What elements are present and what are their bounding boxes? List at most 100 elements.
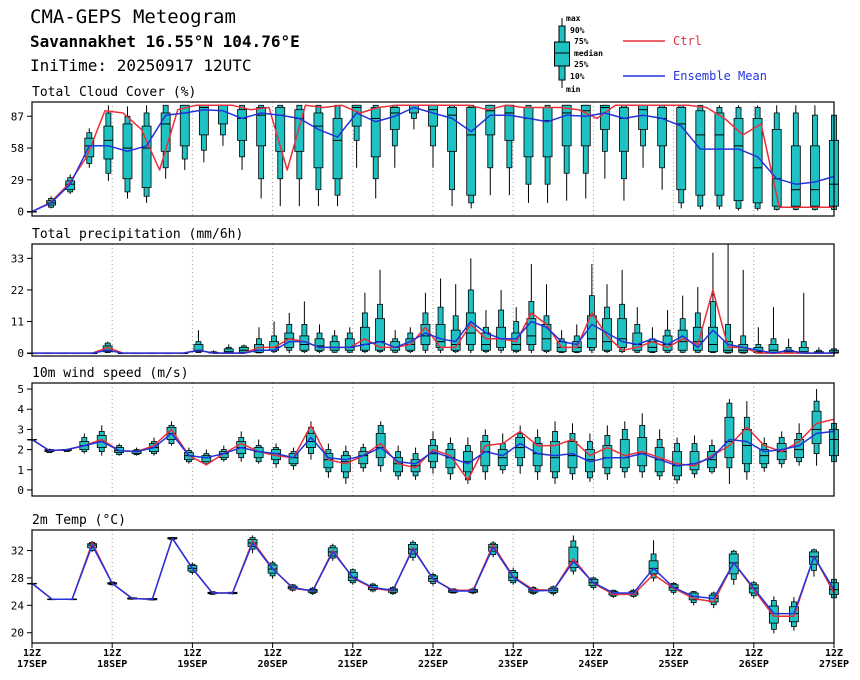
time-tick-date: 17SEP — [17, 659, 47, 670]
box — [523, 104, 534, 203]
init-time: IniTime: 20250917 12UTC — [30, 56, 252, 75]
ensemble-mean-line — [31, 537, 835, 615]
box-p25-p75 — [141, 125, 152, 188]
box-p25-p75 — [329, 341, 340, 351]
box-p25-p75 — [580, 104, 591, 147]
box-p25-p75 — [617, 318, 628, 348]
y-tick-label: 0 — [17, 206, 24, 219]
box-p25-p75 — [179, 104, 190, 147]
box — [370, 104, 381, 199]
box — [768, 307, 779, 354]
box-p25-p75 — [708, 326, 718, 353]
box — [329, 330, 340, 354]
box — [733, 105, 744, 211]
box — [223, 344, 234, 354]
panel-2: 10m wind speed (m/s) 0 1 2 3 4 5 — [17, 366, 839, 497]
box-p25-p75 — [344, 338, 355, 351]
box — [550, 421, 560, 484]
box — [485, 104, 496, 196]
box — [810, 105, 820, 211]
box — [580, 104, 591, 199]
box — [695, 104, 706, 210]
box — [256, 104, 267, 199]
y-tick-label: 0 — [17, 484, 24, 497]
box — [313, 104, 324, 207]
box — [299, 301, 310, 354]
time-tick-date: 27SEP — [819, 659, 849, 670]
box-p25-p75 — [542, 107, 553, 158]
ensemble-mean-line — [31, 430, 835, 467]
box — [541, 284, 552, 354]
y-tick-label: 24 — [11, 599, 25, 612]
box — [237, 104, 247, 170]
box-p25-p75 — [237, 109, 247, 141]
box-p25-p75 — [103, 125, 114, 160]
box — [585, 433, 595, 482]
box-p25-p75 — [306, 433, 316, 448]
box-p25-p75 — [752, 118, 763, 204]
time-tick-date: 18SEP — [97, 659, 127, 670]
box-p25-p75 — [256, 107, 267, 147]
box-p25-p75 — [771, 129, 782, 207]
panel-frame — [31, 382, 835, 497]
box-p25-p75 — [375, 433, 386, 459]
box-p25-p75 — [218, 104, 228, 125]
box-p25-p75 — [676, 107, 687, 191]
box-group — [27, 104, 839, 213]
box — [84, 128, 95, 168]
box — [481, 310, 491, 354]
box — [141, 105, 152, 203]
box — [515, 425, 526, 474]
box-p25-p75 — [768, 344, 779, 353]
y-tick-label: 3 — [17, 423, 24, 436]
box — [637, 413, 648, 478]
box-p25-p75 — [332, 118, 343, 180]
box-p25-p75 — [447, 107, 457, 152]
ensemble-mean-line — [32, 320, 834, 354]
box-p25-p75 — [550, 441, 560, 473]
box — [676, 104, 687, 209]
box — [526, 264, 537, 354]
chart-title: CMA-GEPS Meteogram — [30, 6, 236, 28]
time-tick-date: 24SEP — [578, 659, 608, 670]
time-tick-date: 21SEP — [338, 659, 368, 670]
box — [568, 535, 579, 575]
legend-label-p10: 10% — [570, 72, 585, 81]
box — [375, 269, 385, 354]
box — [79, 433, 90, 454]
box — [724, 399, 735, 484]
panel-frame — [31, 101, 835, 217]
y-tick-label: 4 — [17, 403, 24, 416]
box-p25-p75 — [351, 104, 362, 127]
panel-0: Total Cloud Cover (%) 0 29 58 87 — [11, 85, 839, 219]
box-p25-p75 — [389, 107, 400, 130]
box-p25-p75 — [692, 326, 703, 351]
box — [708, 252, 718, 354]
box — [340, 445, 351, 484]
legend-ctrl-label: Ctrl — [673, 34, 702, 48]
legend-label-p75: 75% — [574, 37, 589, 46]
box-p25-p75 — [428, 104, 438, 127]
y-tick-label: 1 — [17, 464, 24, 477]
box-p25-p75 — [602, 445, 613, 469]
box — [103, 105, 114, 181]
legend-box-symbol — [554, 18, 570, 88]
box-p25-p75 — [370, 107, 381, 158]
box — [504, 104, 515, 196]
box-p25-p75 — [485, 104, 496, 136]
time-tick-hour: 12Z — [183, 648, 201, 659]
y-tick-label: 22 — [11, 284, 24, 297]
box — [662, 310, 673, 354]
box — [351, 104, 362, 168]
y-tick-label: 32 — [11, 545, 24, 558]
box-p25-p75 — [619, 107, 629, 152]
time-tick-date: 26SEP — [739, 659, 769, 670]
box — [496, 289, 506, 354]
box — [314, 324, 325, 354]
y-tick-label: 20 — [11, 627, 24, 640]
box — [619, 104, 629, 201]
y-tick-label: 2 — [17, 444, 24, 457]
box — [738, 269, 749, 354]
box — [654, 429, 665, 480]
